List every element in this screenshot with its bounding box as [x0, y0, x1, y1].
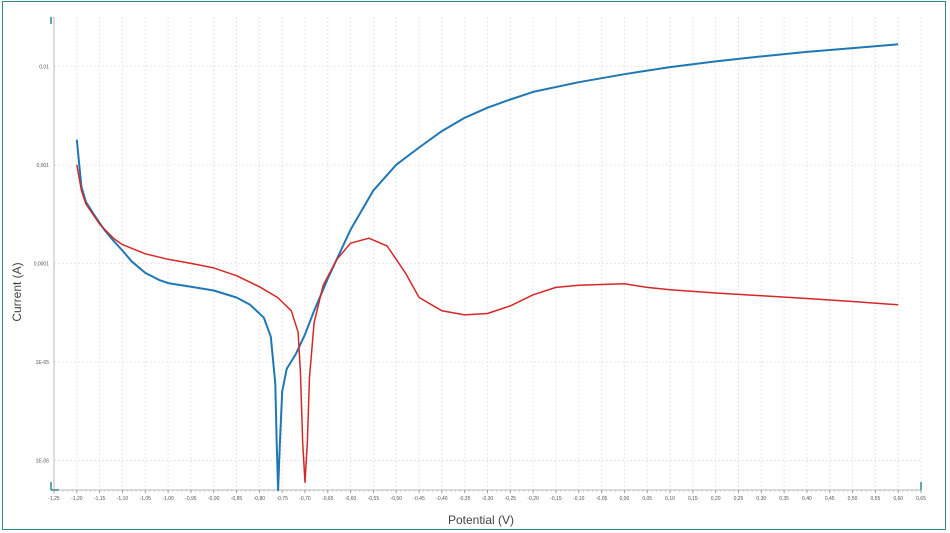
x-tick-label: -0,85 [231, 496, 243, 502]
y-tick-label: 0,0001 [34, 261, 50, 267]
x-tick-label: -0,75 [276, 496, 288, 502]
x-tick-label: -0,65 [322, 496, 334, 502]
x-tick-label: -1,20 [71, 496, 83, 502]
x-tick-label: -0,25 [505, 496, 517, 502]
x-tick-label: -0,15 [550, 496, 562, 502]
x-tick-label: -0,20 [527, 496, 539, 502]
x-tick-label: -0,30 [482, 496, 494, 502]
x-tick-label: 0,30 [756, 496, 766, 502]
x-tick-label: -1,25 [48, 496, 60, 502]
x-tick-label: -0,45 [413, 496, 425, 502]
x-tick-label: -0,95 [185, 496, 197, 502]
y-tick-label: 1E-06 [36, 458, 50, 464]
polarization-plot: -1,25 -1,20 -1,15 -1,10 -1,05 -1,00 -0,95 -0,90… [10, 17, 926, 527]
x-tick-label: -1,05 [140, 496, 152, 502]
grid-lines [53, 17, 922, 490]
x-tick-label: 0,25 [734, 496, 744, 502]
x-tick-label: 0,60 [893, 496, 903, 502]
y-axis-title: Current (A) [10, 262, 24, 321]
axes [50, 17, 922, 491]
x-tick-label: -0,35 [459, 496, 471, 502]
x-tick-label: -0,70 [299, 496, 311, 502]
x-tick-label: 0,40 [802, 496, 812, 502]
x-tick-labels: -1,25 -1,20 -1,15 -1,10 -1,05 -1,00 -0,95 -0,90… [48, 490, 926, 502]
x-axis-title: Potential (V) [448, 513, 514, 527]
series-line-2 [76, 164, 899, 484]
x-tick-label: 0,15 [688, 496, 698, 502]
x-tick-label: 0,55 [871, 496, 881, 502]
x-tick-label: 0,00 [620, 496, 630, 502]
series-group [75, 43, 899, 492]
x-tick-label: -0,50 [391, 496, 403, 502]
x-tick-label: -1,00 [162, 496, 174, 502]
x-tick-label: -0,05 [596, 496, 608, 502]
x-tick-label: -0,55 [368, 496, 380, 502]
x-tick-label: 0,20 [711, 496, 721, 502]
x-tick-label: -0,10 [573, 496, 585, 502]
x-tick-label: -1,10 [117, 496, 129, 502]
y-tick-label: 1E-05 [36, 360, 50, 366]
x-tick-label: 0,35 [779, 496, 789, 502]
x-tick-label: 0,50 [848, 496, 858, 502]
y-tick-labels: 0,01 0,001 0,0001 1E-05 1E-06 [34, 64, 50, 464]
x-tick-label: -0,40 [436, 496, 448, 502]
x-tick-label: 0,05 [642, 496, 652, 502]
x-tick-label: -0,90 [208, 496, 220, 502]
series-line-1 [75, 43, 899, 492]
x-tick-label: 0,10 [665, 496, 675, 502]
x-tick-label: -1,15 [94, 496, 106, 502]
y-tick-label: 0,001 [36, 163, 49, 169]
x-tick-label: -0,60 [345, 496, 357, 502]
x-tick-label: 0,45 [825, 496, 835, 502]
x-tick-label: 0,65 [916, 496, 926, 502]
x-tick-label: -0,80 [254, 496, 266, 502]
y-tick-label: 0,01 [39, 64, 49, 70]
